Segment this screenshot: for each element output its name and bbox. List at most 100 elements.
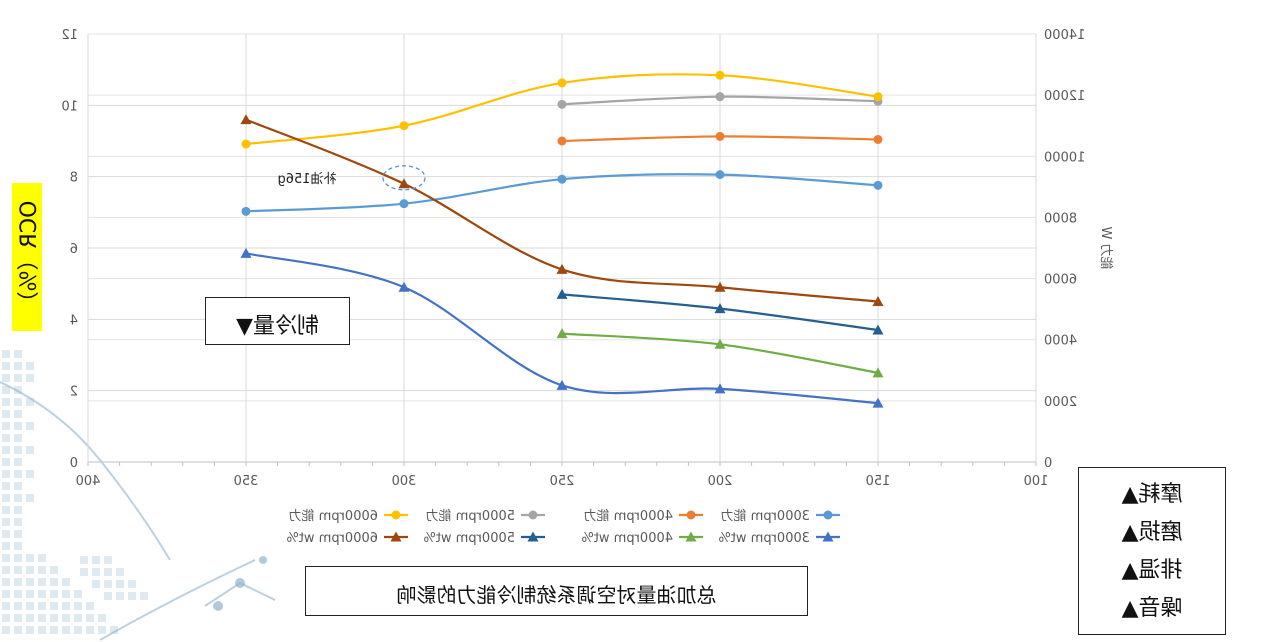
right-tick-label: 4000 xyxy=(1044,334,1077,349)
series-7 xyxy=(240,114,884,306)
data-point-triangle xyxy=(240,247,252,258)
data-point-triangle xyxy=(556,263,568,274)
legend-swatch-marker xyxy=(390,531,402,542)
data-point-circle xyxy=(241,206,251,216)
data-point-triangle xyxy=(398,281,410,292)
legend: 3000rpm 能力 4000rpm 能力 5000rpm 能力 6000rpm 能力… xyxy=(286,509,840,546)
x-tick-label: 150 xyxy=(866,474,891,489)
data-point-triangle xyxy=(240,114,252,125)
data-point-circle xyxy=(557,174,567,184)
left-tick-label: 2 xyxy=(70,385,78,400)
data-point-triangle xyxy=(872,397,884,408)
x-tick-label: 250 xyxy=(550,474,575,489)
data-point-triangle xyxy=(556,328,568,339)
data-point-triangle xyxy=(872,324,884,335)
legend-swatch-marker xyxy=(391,510,401,520)
data-point-triangle xyxy=(556,288,568,299)
annotation: 补油156g xyxy=(277,165,426,191)
series-4 xyxy=(240,247,884,408)
legend-item: 4000rpm wt% xyxy=(581,531,703,546)
effects-list: 摩耗▲ 磨损▲ 排温▲ 噪音▲ xyxy=(1079,476,1225,628)
effect-item-friction: 摩耗▲ xyxy=(1121,482,1183,507)
legend-swatch-marker xyxy=(823,510,833,520)
legend-item: 3000rpm wt% xyxy=(718,531,840,546)
cooling-capacity-text: 制冷量▼ xyxy=(236,314,319,339)
cooling-capacity-box: 制冷量▼ xyxy=(205,297,350,345)
right-tick-label: 12000 xyxy=(1044,89,1085,104)
series-6 xyxy=(556,288,884,335)
data-point-circle xyxy=(557,136,567,146)
effect-item-discharge-temp: 排温▲ xyxy=(1121,558,1183,583)
legend-label: 3000rpm 能力 xyxy=(721,509,810,524)
chart-title-box: 总加油量对空调系统制冷能力的影响 xyxy=(305,566,808,616)
legend-swatch-marker xyxy=(685,531,697,542)
data-point-circle xyxy=(399,199,409,209)
data-point-triangle xyxy=(556,379,568,390)
axes: 400 350 300 250 200 150 100 0 2 4 6 8 10 12 0 2000 4000 6… xyxy=(61,28,1113,489)
legend-label: 4000rpm 能力 xyxy=(584,509,673,524)
x-tick-label: 200 xyxy=(708,474,733,489)
legend-swatch-marker xyxy=(527,531,539,542)
legend-item: 4000rpm 能力 xyxy=(584,509,703,524)
data-point-triangle xyxy=(714,338,726,349)
grid xyxy=(87,33,1037,463)
series-1 xyxy=(557,131,883,146)
left-tick-label: 8 xyxy=(70,171,78,186)
ocr-axis-label: OCR（%） xyxy=(12,183,42,331)
data-point-circle xyxy=(715,131,725,141)
data-point-circle xyxy=(715,170,725,180)
left-tick-label: 12 xyxy=(61,28,78,43)
legend-item: 5000rpm wt% xyxy=(423,531,545,546)
legend-label: 5000rpm wt% xyxy=(423,531,515,546)
series-5 xyxy=(556,328,884,378)
effect-item-wear: 磨损▲ xyxy=(1121,520,1183,545)
right-tick-label: 8000 xyxy=(1044,211,1077,226)
legend-label: 4000rpm wt% xyxy=(581,531,673,546)
effects-list-box: 摩耗▲ 磨损▲ 排温▲ 噪音▲ xyxy=(1078,467,1226,635)
legend-label: 5000rpm 能力 xyxy=(426,509,515,524)
left-tick-label: 10 xyxy=(61,99,78,114)
effect-item-noise: 噪音▲ xyxy=(1121,596,1183,621)
data-point-triangle xyxy=(398,178,410,189)
data-point-circle xyxy=(873,92,883,102)
legend-swatch-marker xyxy=(686,510,696,520)
legend-label: 6000rpm 能力 xyxy=(289,509,378,524)
right-tick-label: 10000 xyxy=(1044,150,1085,165)
chart-title: 总加油量对空调系统制冷能力的影响 xyxy=(396,583,717,607)
data-point-circle xyxy=(399,121,409,131)
legend-swatch-marker xyxy=(528,510,538,520)
data-point-circle xyxy=(557,99,567,109)
data-point-triangle xyxy=(714,281,726,292)
annotation-text: 补油156g xyxy=(277,172,336,187)
legend-item: 3000rpm 能力 xyxy=(721,509,840,524)
legend-swatch-marker xyxy=(822,531,834,542)
legend-item: 6000rpm 能力 xyxy=(289,509,408,524)
left-tick-label: 6 xyxy=(70,242,78,257)
data-point-triangle xyxy=(714,303,726,314)
data-point-circle xyxy=(873,134,883,144)
left-tick-label: 0 xyxy=(70,456,78,471)
data-point-circle xyxy=(715,70,725,80)
ocr-axis-label-text: OCR（%） xyxy=(17,200,42,314)
data-point-circle xyxy=(715,92,725,102)
right-tick-label: 0 xyxy=(1044,456,1052,471)
series-layer xyxy=(240,70,884,408)
data-point-circle xyxy=(873,180,883,190)
left-tick-label: 4 xyxy=(70,313,78,328)
right-axis-title: 能力 W xyxy=(1098,226,1113,269)
right-tick-label: 14000 xyxy=(1044,28,1085,43)
data-point-triangle xyxy=(872,367,884,378)
series-3 xyxy=(241,70,883,149)
legend-label: 3000rpm wt% xyxy=(718,531,810,546)
data-point-circle xyxy=(557,78,567,88)
annotation-ellipse xyxy=(382,165,426,191)
x-tick-label: 300 xyxy=(392,474,417,489)
right-tick-label: 2000 xyxy=(1044,395,1077,410)
legend-label: 6000rpm wt% xyxy=(286,531,378,546)
x-tick-label: 400 xyxy=(76,474,101,489)
series-0 xyxy=(241,170,883,216)
data-point-circle xyxy=(241,139,251,149)
data-point-triangle xyxy=(714,383,726,394)
